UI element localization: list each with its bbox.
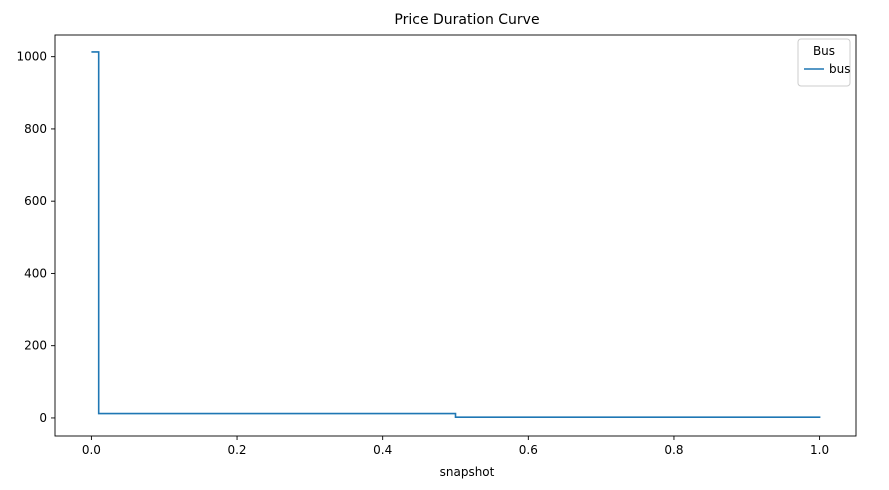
- x-tick-label: 0.0: [82, 443, 101, 457]
- plot-frame: [54, 34, 857, 437]
- x-tick-label: 0.2: [227, 443, 246, 457]
- plot-area: 0.0 0.2 0.4 0.6 0.8 1.0 0 200 400 600 800 1000 Bus bu…: [16, 34, 857, 457]
- series-line-bus: [91, 51, 821, 419]
- x-tick-label: 0.4: [373, 443, 392, 457]
- legend-title: Bus: [813, 44, 835, 58]
- x-tick-label: 0.6: [519, 443, 538, 457]
- y-tick-label: 800: [24, 122, 47, 136]
- y-tick-label: 400: [24, 266, 47, 280]
- legend-label-bus: bus: [829, 62, 850, 76]
- legend-box: [797, 38, 851, 87]
- y-tick-label: 1000: [16, 50, 47, 64]
- x-tick-label: 1.0: [810, 443, 829, 457]
- y-tick-label: 200: [24, 339, 47, 353]
- x-tick-label: 0.8: [664, 443, 683, 457]
- x-axis-label: snapshot: [440, 465, 495, 479]
- y-tick-label: 600: [24, 194, 47, 208]
- chart-title: Price Duration Curve: [394, 12, 539, 28]
- y-tick-label: 0: [39, 411, 47, 425]
